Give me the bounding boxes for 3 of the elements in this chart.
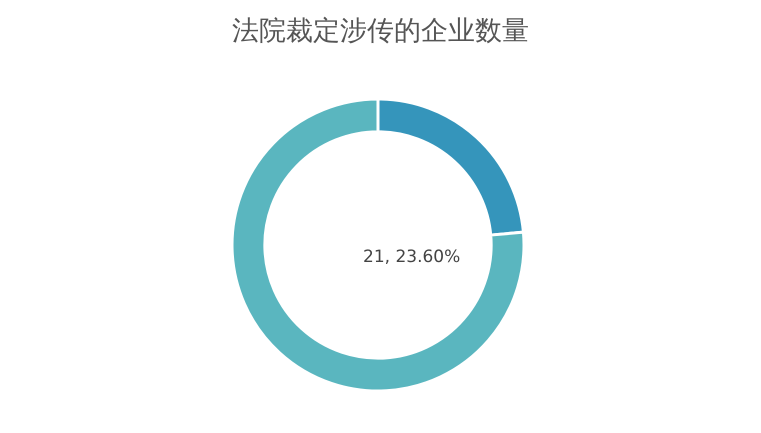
chart-title: 法院裁定涉传的企业数量 (232, 15, 529, 46)
text: 21, 23.60% (363, 247, 460, 267)
donut-slice (230, 98, 526, 392)
